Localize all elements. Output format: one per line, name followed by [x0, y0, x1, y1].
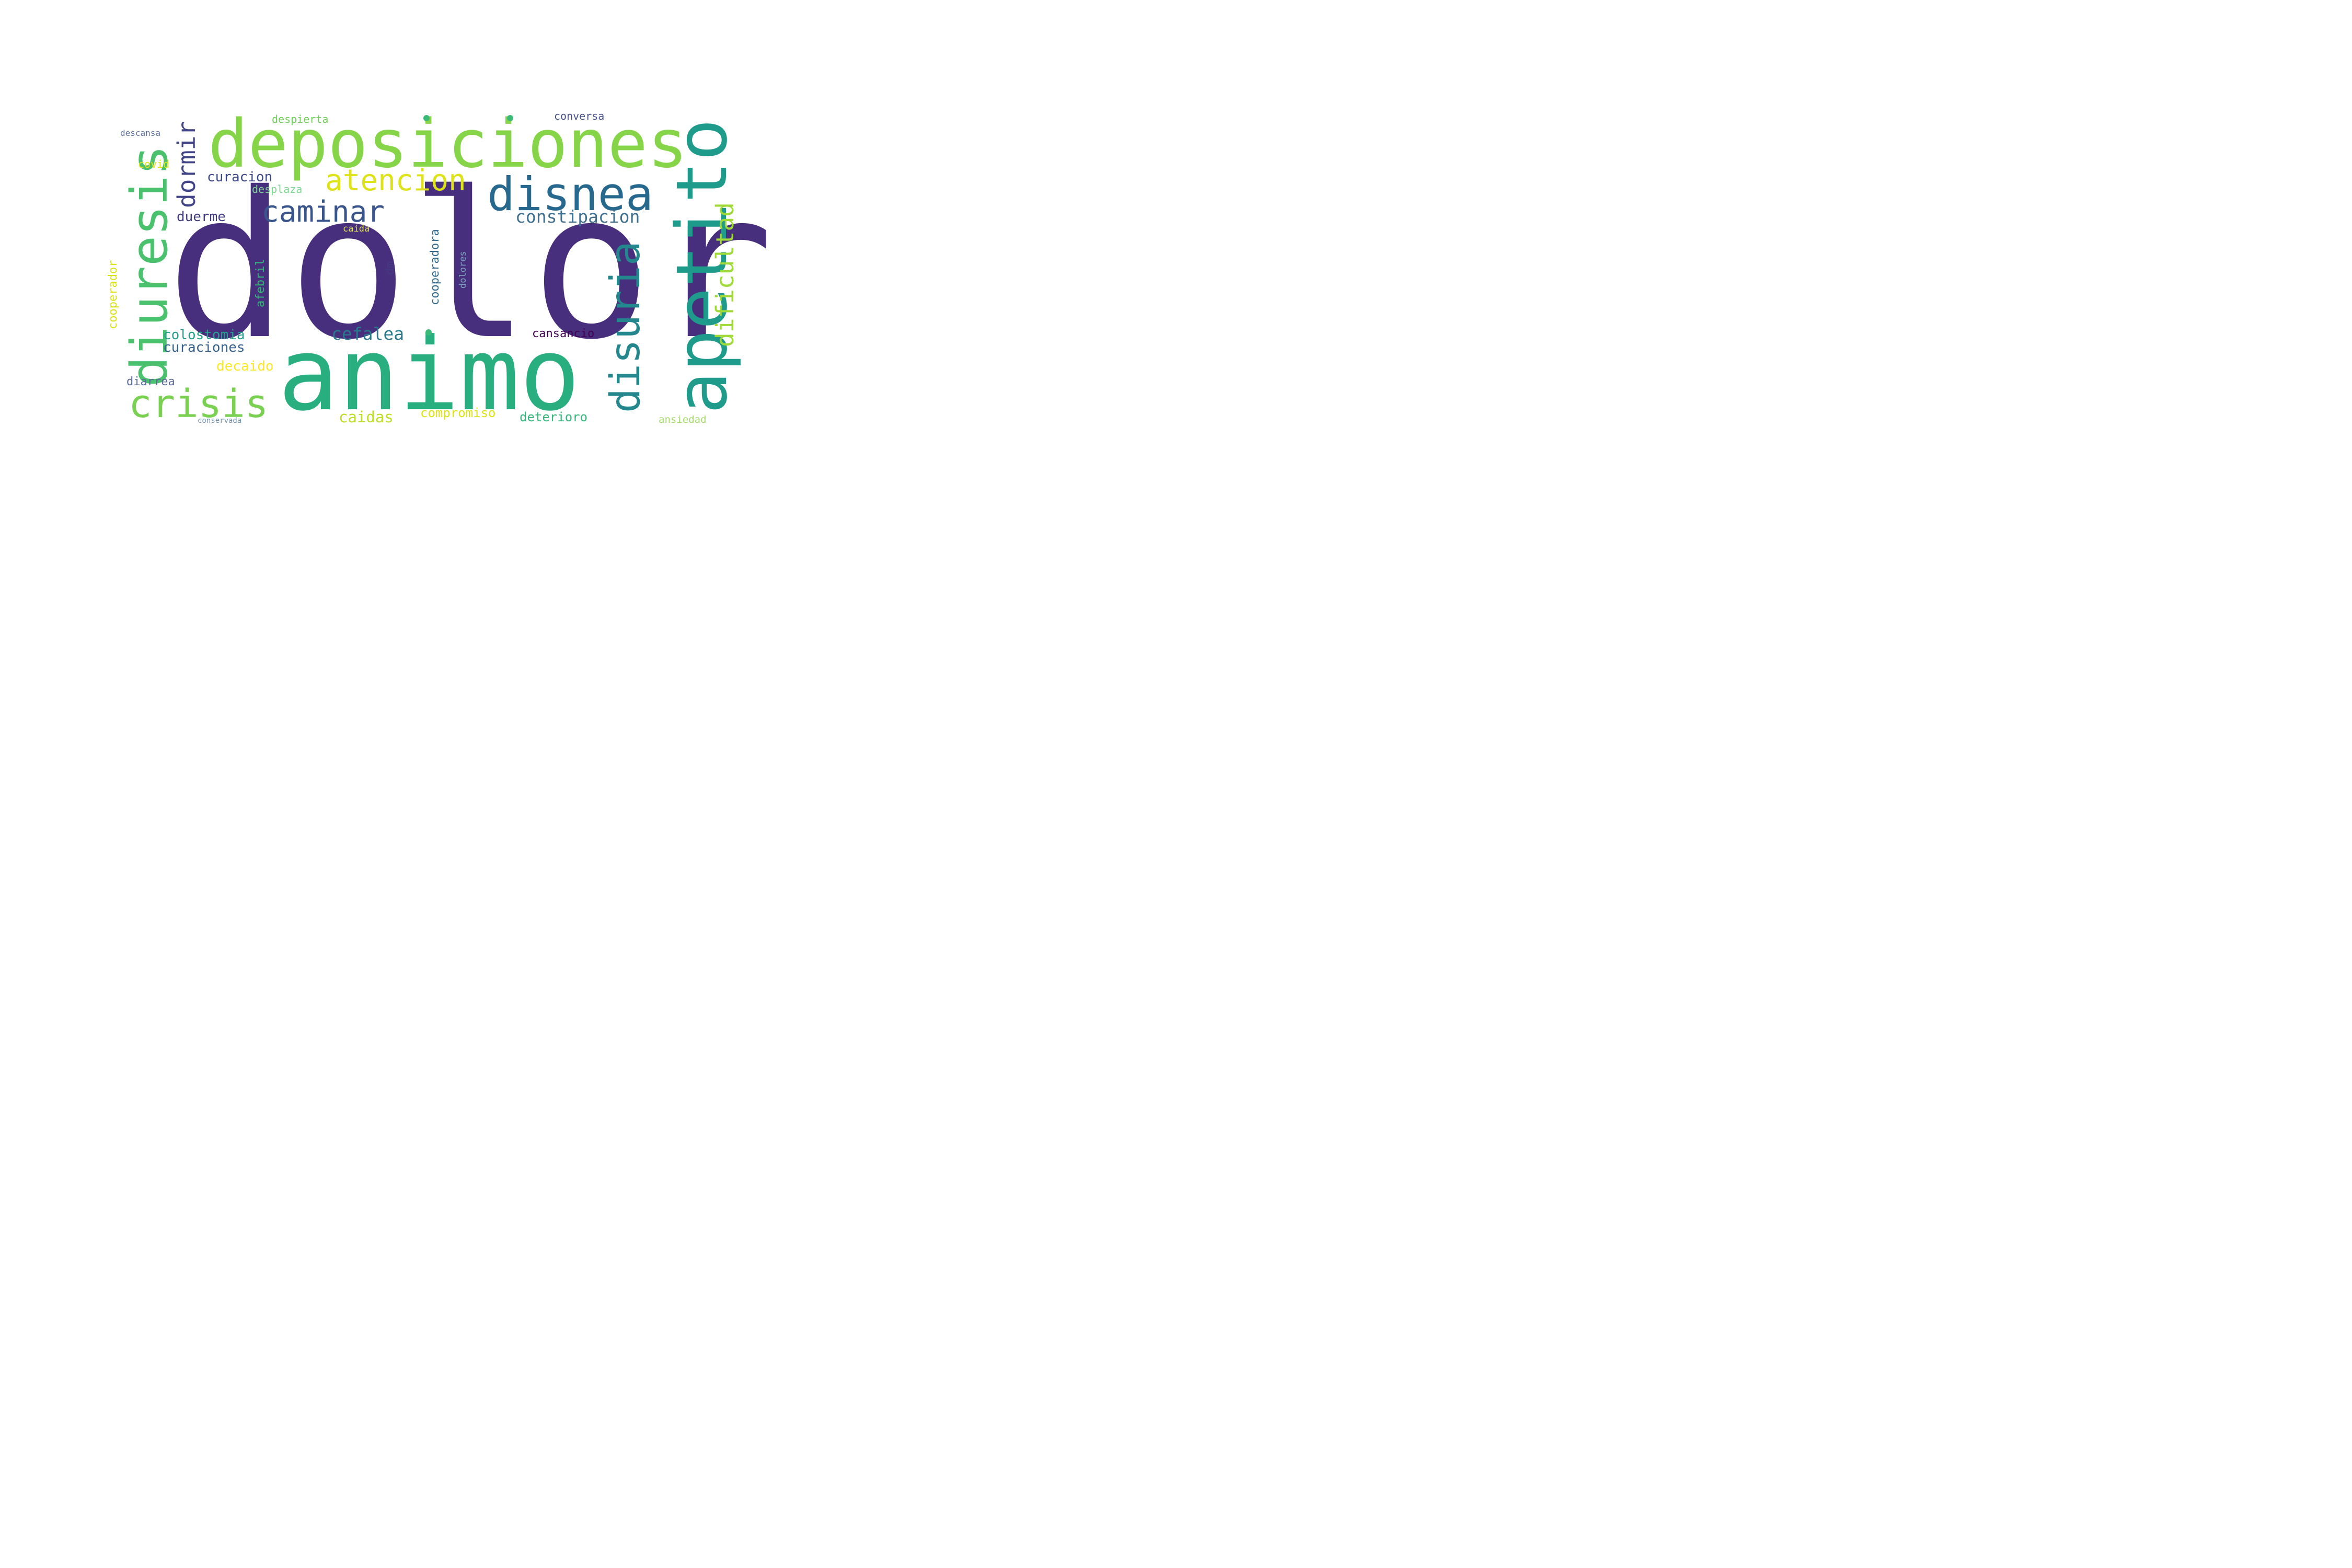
word-compromiso: compromiso: [420, 406, 496, 420]
word-crisis: crisis: [129, 382, 269, 426]
word-conversa: conversa: [554, 110, 605, 122]
word-disuria: disuria: [602, 241, 649, 413]
word-deterioro: deterioro: [520, 410, 588, 424]
word-constipacion: constipacion: [515, 206, 640, 227]
word-dolores: dolores: [458, 251, 468, 289]
word-desplaza: desplaza: [252, 183, 303, 195]
word-descansa: descansa: [120, 128, 161, 138]
word-deposiciones: deposiciones: [208, 105, 688, 182]
word-cooperador: cooperador: [107, 260, 120, 329]
word-dot-3: [425, 329, 432, 336]
word-dm: dm: [384, 261, 397, 275]
word-ansiedad: ansiedad: [659, 414, 707, 425]
word-covid: covid: [138, 158, 170, 170]
word-caidas: caidas: [339, 408, 394, 426]
word-caida: caida: [343, 224, 370, 234]
word-animo: animo: [278, 317, 580, 433]
word-dificultad: dificultad: [711, 202, 739, 347]
word-afebril: afebril: [254, 259, 267, 307]
word-cefalea: cefalea: [331, 324, 405, 344]
word-colostomia: colostomia: [163, 327, 245, 343]
word-disnea: disnea: [487, 167, 653, 221]
word-curacion: curacion: [207, 169, 273, 185]
word-decaido: decaido: [216, 359, 274, 374]
word-duerme: duerme: [177, 209, 226, 225]
word-atencion: atencion: [325, 164, 466, 198]
word-cansancio: cansancio: [532, 327, 595, 340]
word-diarrea: diarrea: [126, 375, 175, 388]
word-dolor: dolor: [166, 149, 774, 384]
word-cooperadora: cooperadora: [429, 229, 442, 305]
word-dot-2: [507, 115, 513, 121]
word-cloud: dolor animo deposiciones apetito diuresi…: [0, 0, 809, 539]
word-conservada: conservada: [198, 417, 242, 425]
word-curaciones: curaciones: [163, 340, 245, 355]
word-dormir: dormir: [172, 121, 201, 208]
word-dot-1: [423, 115, 430, 121]
word-despierta: despierta: [272, 113, 329, 125]
word-caminar: caminar: [261, 195, 385, 229]
